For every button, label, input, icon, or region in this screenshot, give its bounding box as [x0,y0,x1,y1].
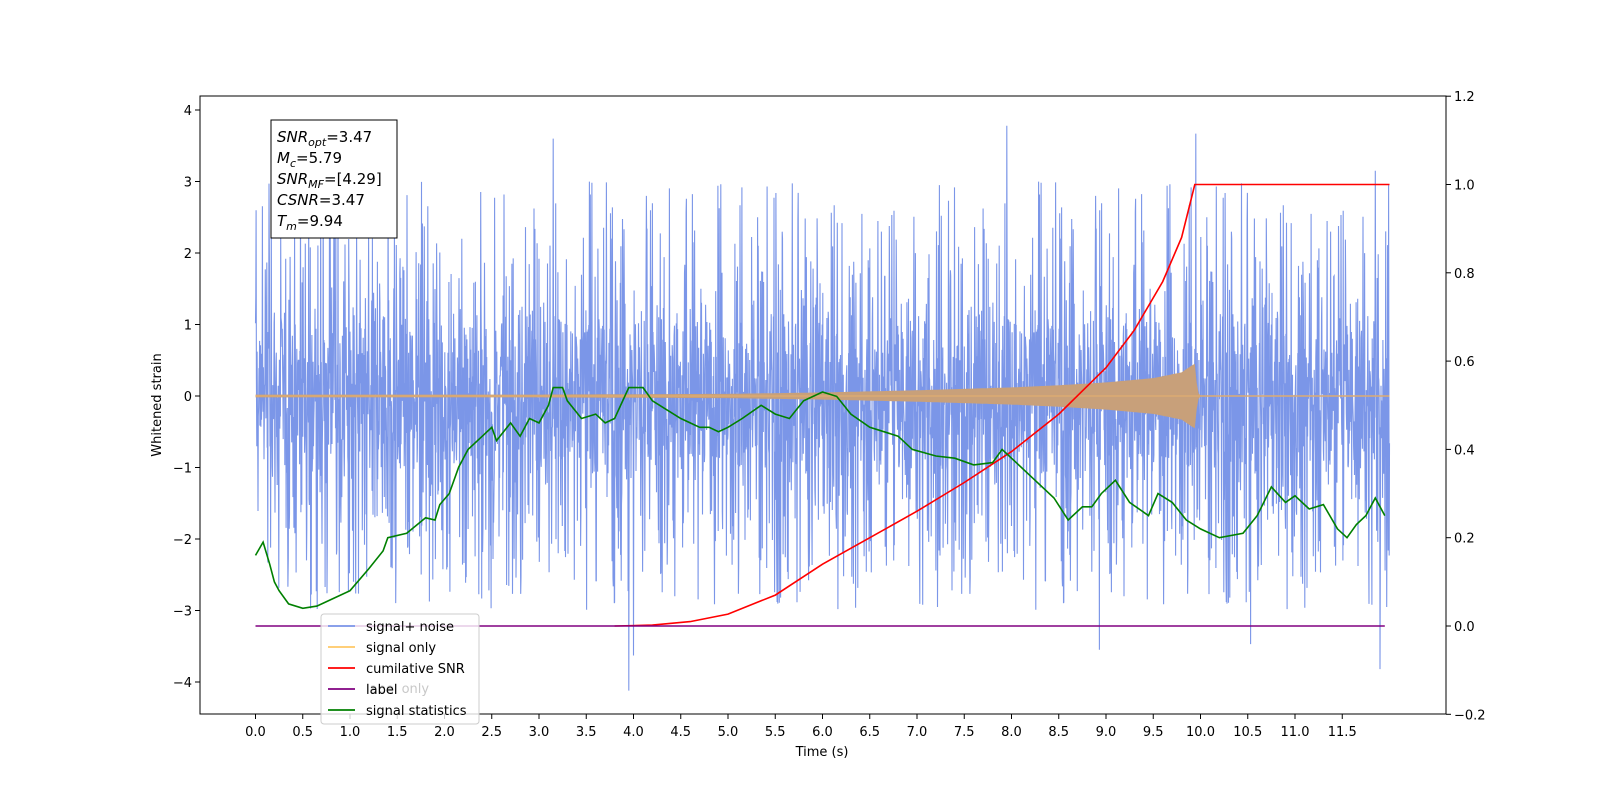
legend: label only signal+ noise signal only cumila… [320,613,480,725]
info-line: Tm=9.94 [277,212,343,233]
info-line: SNRMF=[4.29] [277,170,382,191]
x-tick-label: 2.5 [481,725,502,740]
legend-entry: signal statistics [366,704,467,719]
legend-entry: signal+ noise [366,620,454,635]
left-y-axis: 4 3 2 1 0 −1 −2 −3 −4 [173,104,200,691]
x-tick-label: 5.5 [765,725,786,740]
x-tick-label: 6.0 [812,725,833,740]
legend-frame [320,613,480,725]
y-left-tick-label: 3 [184,176,192,191]
y-right-tick-label: 0.8 [1454,267,1475,282]
x-tick-label: 4.0 [623,725,644,740]
y-left-tick-label: 1 [184,319,192,334]
x-tick-label: 6.5 [859,725,880,740]
x-tick-label: 0.0 [245,725,266,740]
x-tick-label: 1.0 [340,725,361,740]
x-tick-label: 5.0 [718,725,739,740]
x-tick-label: 11.5 [1328,725,1357,740]
x-tick-label: 10.5 [1233,725,1262,740]
x-tick-label: 4.5 [670,725,691,740]
x-tick-label: 3.5 [576,725,597,740]
y-left-tick-label: −2 [173,533,192,548]
x-tick-label: 8.5 [1048,725,1069,740]
signal-noise-series [254,125,1391,691]
legend-ghost-label: label only [366,682,429,697]
x-tick-label: 11.0 [1281,725,1310,740]
x-tick-label: 2.0 [434,725,455,740]
y-right-tick-label: 0.2 [1454,532,1475,547]
legend-entry: signal only [366,641,436,656]
signal-noise-trace [254,125,1391,691]
cumulative-snr-series [614,183,1390,627]
y-left-tick-label: 0 [184,390,192,405]
y-axis-label: Whitened strain [150,353,165,456]
x-tick-label: 8.0 [1001,725,1022,740]
y-right-tick-label: 1.2 [1454,90,1475,105]
legend-entry: label [366,683,397,698]
info-box-frame [270,119,398,239]
info-line: SNRopt=3.47 [277,128,372,149]
y-right-tick-label: −0.2 [1454,708,1486,723]
x-tick-label: 7.5 [954,725,975,740]
legend-entry: cumilative SNR [366,662,465,677]
info-line: Mc=5.79 [277,149,342,170]
x-tick-label: 1.5 [387,725,408,740]
x-tick-label: 0.5 [292,725,313,740]
y-left-tick-label: −1 [173,462,192,477]
y-right-tick-label: 1.0 [1454,179,1475,194]
x-tick-label: 3.0 [529,725,550,740]
signal-statistics-series [254,386,1386,610]
y-right-tick-label: 0.6 [1454,355,1475,370]
y-right-tick-label: 0.0 [1454,620,1475,635]
x-tick-label: 7.0 [907,725,928,740]
x-axis-label: Time (s) [795,745,849,760]
y-left-tick-label: −3 [173,605,192,620]
right-y-axis: 1.2 1.0 0.8 0.6 0.4 0.2 0.0 −0.2 [1446,90,1486,723]
y-left-tick-label: 4 [184,104,192,119]
y-left-tick-label: 2 [184,247,192,262]
y-right-tick-label: 0.4 [1454,443,1475,458]
x-tick-label: 10.0 [1186,725,1215,740]
x-tick-label: 9.5 [1143,725,1164,740]
x-axis: 0.0 0.5 1.0 1.5 2.0 2.5 3.0 3.5 4.0 4.5 5.0 5.5 6.0 6… [245,714,1357,740]
info-line: CSNR=3.47 [277,191,365,209]
y-left-tick-label: −4 [173,676,192,691]
x-tick-label: 9.0 [1096,725,1117,740]
